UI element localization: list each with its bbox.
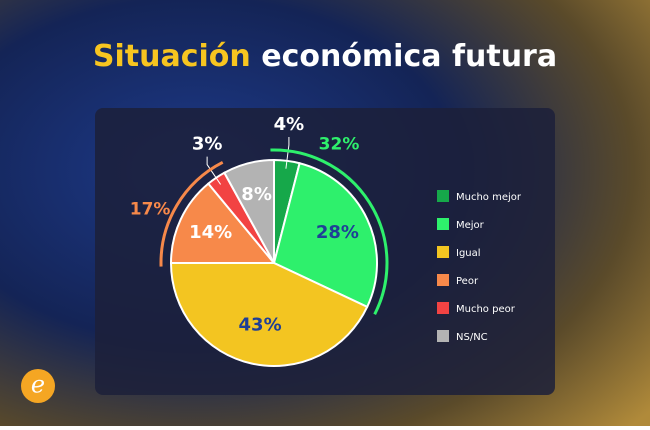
leader-line xyxy=(206,156,222,185)
legend-swatch xyxy=(437,218,449,230)
pie-slice xyxy=(169,182,277,264)
value-label: 8% xyxy=(241,184,272,205)
chart-title: Situación económica futura xyxy=(93,39,557,74)
legend-swatch xyxy=(437,330,449,342)
leader-line xyxy=(285,136,290,169)
value-label: 4% xyxy=(274,114,305,135)
pie-slice xyxy=(169,262,369,367)
legend-label: Mejor xyxy=(456,220,485,231)
value-label: 14% xyxy=(189,222,232,243)
annotation: 17% xyxy=(130,199,171,219)
logo xyxy=(21,369,55,403)
legend-swatch xyxy=(437,246,449,258)
logo-letter: e xyxy=(31,371,45,399)
legend-swatch xyxy=(437,190,449,202)
legend-label: NS/NC xyxy=(456,332,488,343)
legend-label: Igual xyxy=(456,248,481,259)
value-label: 43% xyxy=(239,314,282,335)
value-label: 3% xyxy=(192,134,223,155)
annotation: 32% xyxy=(319,135,360,155)
pie-slice xyxy=(223,158,275,264)
legend-label: Peor xyxy=(456,276,479,287)
title-highlight: Situación xyxy=(93,39,251,74)
pie-slice xyxy=(272,162,378,309)
annotation-arc xyxy=(159,160,224,267)
legend-label: Mucho mejor xyxy=(456,192,522,203)
title-rest: económica futura xyxy=(261,39,557,74)
annotation-arc xyxy=(270,148,389,315)
legend-swatch xyxy=(437,302,449,314)
legend-swatch xyxy=(437,274,449,286)
value-label: 28% xyxy=(316,222,359,243)
legend-label: Mucho peor xyxy=(456,304,516,315)
